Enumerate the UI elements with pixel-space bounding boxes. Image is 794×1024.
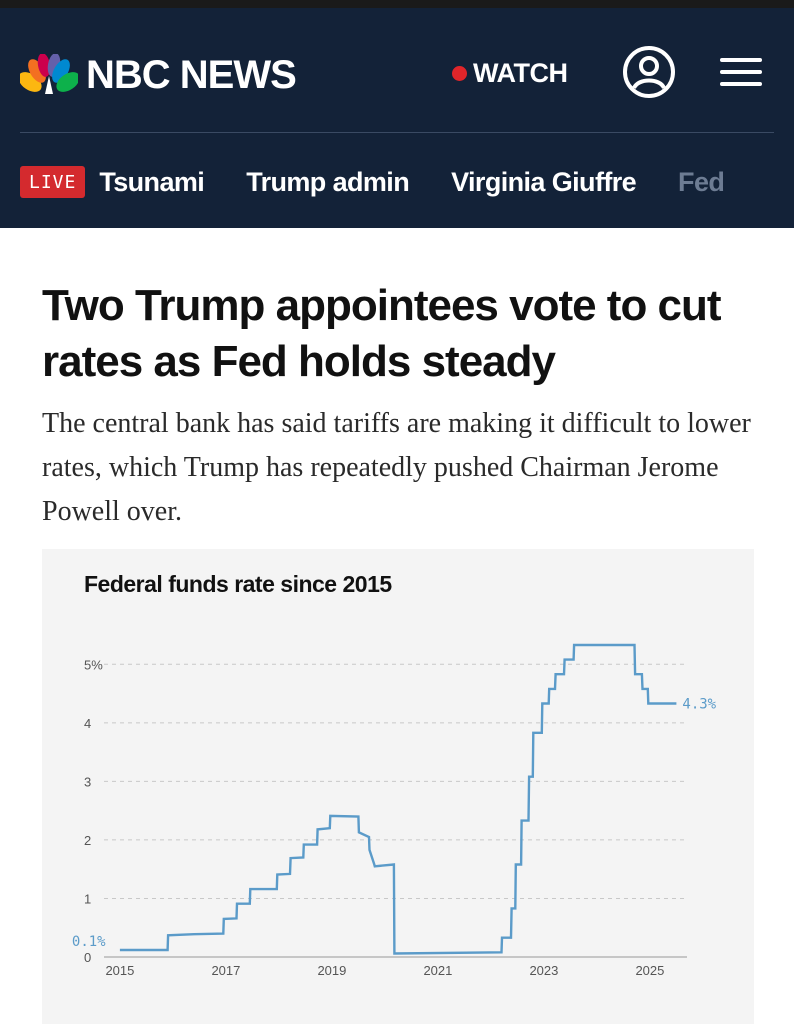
- hamburger-menu-icon[interactable]: [720, 52, 762, 92]
- y-tick-label: 0: [84, 950, 91, 965]
- nav-item-trump-admin[interactable]: Trump admin: [246, 166, 410, 197]
- x-tick-label: 2023: [529, 963, 558, 978]
- annotation-end-value: 4.3%: [682, 696, 716, 712]
- y-tick-label: 3: [84, 774, 91, 789]
- status-strip: [0, 0, 794, 8]
- series-line-fed-funds-rate: [119, 643, 677, 955]
- x-tick-label: 2017: [211, 963, 240, 978]
- x-tick-label: 2025: [635, 963, 664, 978]
- y-tick-label: 1: [84, 891, 91, 906]
- x-tick-label: 2019: [317, 963, 346, 978]
- account-button[interactable]: [622, 45, 676, 99]
- brand-name: NBC NEWS: [86, 53, 297, 97]
- nav-item-tsunami[interactable]: Tsunami: [99, 166, 205, 197]
- x-tick-label: 2015: [105, 963, 134, 978]
- peacock-icon: [20, 54, 78, 96]
- x-tick-label: 2021: [423, 963, 452, 978]
- watch-button[interactable]: WATCH: [452, 57, 568, 88]
- annotation-start-value: 0.1%: [72, 934, 106, 950]
- trending-nav: LIVE Tsunami Trump admin Virginia Giuffr…: [20, 160, 794, 204]
- nav-item-virginia-giuffre[interactable]: Virginia Giuffre: [451, 166, 637, 197]
- nbc-logo[interactable]: NBC NEWS: [20, 50, 297, 100]
- article-headline: Two Trump appointees vote to cut rates a…: [42, 281, 722, 386]
- chart-card: Federal funds rate since 2015 0 1 2 3 4 5% 201…: [42, 549, 754, 1024]
- site-header: NBC NEWS WATCH LIVE Tsunami Trump admin …: [0, 8, 794, 228]
- watch-label: WATCH: [473, 57, 568, 88]
- fed-funds-rate-chart: 0 1 2 3 4 5% 2015 2017 2019 2021 2023 2025 0.1% 4.3%: [72, 643, 717, 978]
- y-tick-label: 4: [84, 716, 91, 731]
- live-badge[interactable]: LIVE: [20, 166, 86, 198]
- article-dek: The central bank has said tariffs are ma…: [42, 408, 751, 527]
- y-tick-label: 5%: [84, 657, 103, 672]
- account-icon: [623, 46, 675, 98]
- nav-item-fed[interactable]: Fed: [678, 166, 725, 197]
- y-tick-label: 2: [84, 833, 91, 848]
- live-dot-icon: [452, 65, 467, 81]
- header-divider: [20, 132, 774, 133]
- chart-title: Federal funds rate since 2015: [84, 571, 392, 597]
